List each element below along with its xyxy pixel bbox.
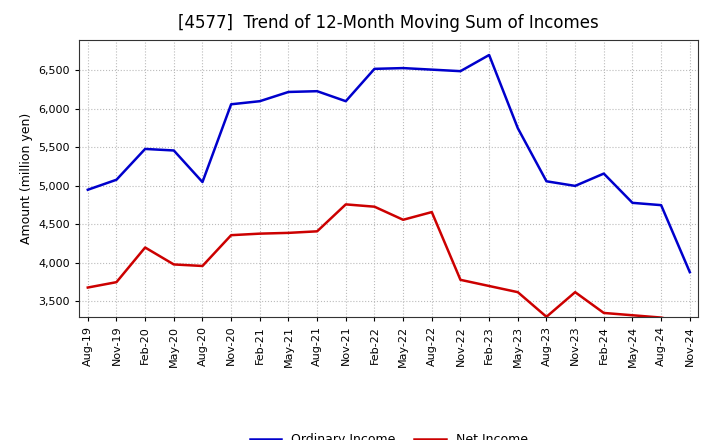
Ordinary Income [84,187,92,192]
Net Income [657,315,665,320]
Net Income [600,310,608,315]
Ordinary Income [256,99,264,104]
Net Income [628,312,636,318]
Ordinary Income [169,148,178,153]
Ordinary Income [456,69,465,74]
Net Income [169,262,178,267]
Net Income [399,217,408,222]
Ordinary Income [370,66,379,71]
Ordinary Income [485,52,493,58]
Ordinary Income [513,125,522,131]
Ordinary Income [112,177,121,182]
Net Income [112,279,121,285]
Net Income [456,277,465,282]
Line: Net Income: Net Income [88,204,690,324]
Ordinary Income [628,200,636,205]
Y-axis label: Amount (million yen): Amount (million yen) [20,113,33,244]
Net Income [485,283,493,289]
Ordinary Income [341,99,350,104]
Net Income [542,314,551,319]
Ordinary Income [399,66,408,71]
Net Income [141,245,150,250]
Net Income [685,321,694,326]
Ordinary Income [600,171,608,176]
Net Income [312,229,321,234]
Ordinary Income [312,88,321,94]
Net Income [341,202,350,207]
Net Income [256,231,264,236]
Legend: Ordinary Income, Net Income: Ordinary Income, Net Income [245,429,533,440]
Ordinary Income [284,89,293,95]
Title: [4577]  Trend of 12-Month Moving Sum of Incomes: [4577] Trend of 12-Month Moving Sum of I… [179,15,599,33]
Net Income [284,230,293,235]
Line: Ordinary Income: Ordinary Income [88,55,690,272]
Net Income [370,204,379,209]
Net Income [428,209,436,215]
Ordinary Income [571,183,580,188]
Ordinary Income [141,146,150,151]
Ordinary Income [198,180,207,185]
Ordinary Income [657,202,665,208]
Net Income [513,290,522,295]
Net Income [227,232,235,238]
Ordinary Income [542,179,551,184]
Ordinary Income [227,102,235,107]
Ordinary Income [685,269,694,275]
Net Income [198,263,207,268]
Net Income [571,290,580,295]
Ordinary Income [428,67,436,72]
Net Income [84,285,92,290]
